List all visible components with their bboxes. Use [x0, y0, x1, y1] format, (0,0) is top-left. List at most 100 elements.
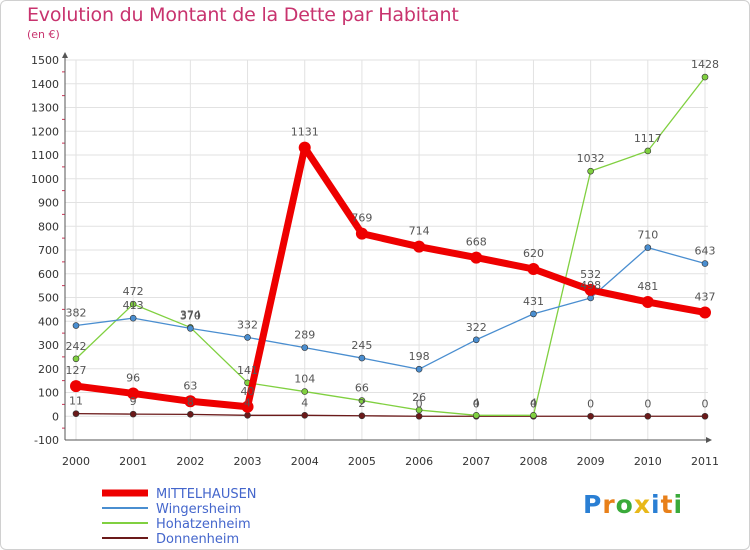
data-label-mittelhausen: 668 [466, 236, 487, 249]
data-label-mittelhausen: 769 [351, 212, 372, 225]
chart-title: Evolution du Montant de la Dette par Hab… [27, 4, 459, 26]
data-label-hohatzenheim: 374 [180, 308, 201, 321]
logo-letter: P [583, 490, 603, 519]
data-point-wingersheim [187, 325, 194, 332]
data-label-mittelhausen: 620 [523, 247, 544, 260]
data-point-mittelhausen [127, 387, 140, 400]
data-label-mittelhausen: 437 [695, 290, 716, 303]
data-label-mittelhausen: 532 [580, 268, 601, 281]
data-point-wingersheim [72, 322, 80, 329]
y-tick-label: 700 [38, 244, 59, 257]
data-point-wingersheim [244, 334, 251, 341]
x-axis-arrow [706, 437, 712, 443]
chart-unit-label: (en €) [27, 28, 60, 41]
data-label-hohatzenheim: 4 [473, 396, 480, 409]
data-label-wingersheim: 413 [123, 299, 144, 312]
data-point-hohatzenheim [358, 397, 366, 404]
data-label-wingersheim: 332 [237, 318, 258, 331]
x-tick-label: 2007 [462, 455, 490, 468]
data-label-wingersheim: 382 [66, 307, 87, 320]
data-label-mittelhausen: 96 [126, 371, 140, 384]
data-point-wingersheim [129, 314, 137, 322]
data-label-mittelhausen: 481 [637, 280, 658, 293]
legend-label: MITTELHAUSEN [156, 487, 257, 502]
data-label-donnenheim: 4 [244, 396, 251, 409]
data-point-wingersheim [472, 336, 480, 344]
proxiti-logo: Proxiti [583, 490, 683, 519]
data-label-hohatzenheim: 141 [237, 364, 258, 377]
y-tick-label: 300 [38, 339, 59, 352]
data-label-wingersheim: 710 [637, 229, 658, 242]
data-label-mittelhausen: 1131 [291, 126, 319, 139]
data-label-mittelhausen: 63 [183, 379, 197, 392]
logo-letter: r [602, 490, 616, 519]
data-point-wingersheim [644, 244, 652, 251]
data-label-donnenheim: 2 [358, 397, 365, 410]
data-label-wingersheim: 643 [695, 245, 716, 258]
data-point-donnenheim [72, 410, 80, 417]
y-tick-label: 800 [38, 220, 59, 233]
data-label-mittelhausen: 40 [241, 385, 255, 398]
logo-letter: o [615, 490, 634, 519]
data-label-hohatzenheim: 472 [123, 285, 144, 298]
data-point-mittelhausen [584, 283, 597, 296]
data-label-hohatzenheim: 1032 [577, 152, 605, 165]
data-label-wingersheim: 322 [466, 321, 487, 334]
x-tick-label: 2003 [234, 455, 262, 468]
data-point-donnenheim [644, 412, 652, 420]
logo-letter: i [651, 490, 661, 519]
x-tick-label: 2005 [348, 455, 376, 468]
y-tick-label: 1200 [31, 125, 59, 138]
data-label-wingersheim: 498 [580, 279, 601, 292]
data-point-mittelhausen [413, 240, 426, 253]
data-label-donnenheim: 0 [644, 397, 651, 410]
data-point-mittelhausen [641, 296, 654, 309]
grid [65, 59, 708, 441]
x-tick-label: 2008 [519, 455, 547, 468]
data-point-mittelhausen [241, 400, 254, 413]
data-point-donnenheim [358, 412, 366, 420]
x-tick-label: 2010 [634, 455, 662, 468]
data-label-donnenheim: 11 [69, 395, 83, 408]
data-point-mittelhausen [527, 263, 540, 275]
legend-label: Donnenheim [156, 532, 239, 547]
data-label-donnenheim: 0 [587, 397, 594, 410]
series-line-hohatzenheim [75, 76, 706, 416]
data-label-hohatzenheim: 1117 [634, 132, 662, 145]
y-tick-label: 100 [38, 387, 59, 400]
y-tick-label: 900 [38, 197, 59, 210]
data-point-mittelhausen [70, 380, 82, 393]
x-tick-label: 2001 [119, 455, 147, 468]
x-tick-label: 2009 [577, 455, 605, 468]
data-label-mittelhausen: 127 [66, 364, 87, 377]
logo-letter: i [673, 490, 684, 519]
data-point-wingersheim [530, 310, 537, 318]
data-label-wingersheim: 431 [523, 295, 544, 308]
y-tick-label: 0 [52, 410, 59, 423]
y-tick-label: 1500 [31, 54, 59, 67]
data-point-hohatzenheim [587, 167, 594, 175]
x-tick-label: 2011 [691, 455, 719, 468]
data-labels: 11 9 8 4 4 2 0 0 0 0 0 0 242 472 374 141 104 66 26 4 4 1032 11… [66, 58, 720, 410]
series-line-wingersheim [75, 246, 706, 370]
data-point-wingersheim [415, 365, 423, 373]
y-tick-label: 200 [38, 363, 59, 376]
logo-letter: x [633, 490, 651, 519]
data-label-donnenheim: 0 [473, 397, 480, 410]
data-label-hohatzenheim: 104 [294, 373, 315, 386]
data-point-hohatzenheim [301, 388, 309, 395]
data-point-mittelhausen [470, 251, 483, 264]
data-point-donnenheim [587, 412, 594, 420]
x-tick-label: 2004 [291, 455, 319, 468]
data-label-mittelhausen: 714 [409, 225, 430, 238]
data-point-mittelhausen [298, 141, 311, 154]
data-point-donnenheim [244, 411, 251, 419]
data-point-donnenheim [701, 412, 709, 420]
y-tick-label: 1100 [31, 149, 59, 162]
series-line-mittelhausen [72, 144, 709, 411]
legend-label: Wingersheim [156, 502, 241, 517]
data-label-wingersheim: 370 [180, 309, 201, 322]
data-point-hohatzenheim [129, 300, 137, 308]
logo-letter: t [660, 490, 674, 519]
series-line-donnenheim [75, 412, 706, 417]
